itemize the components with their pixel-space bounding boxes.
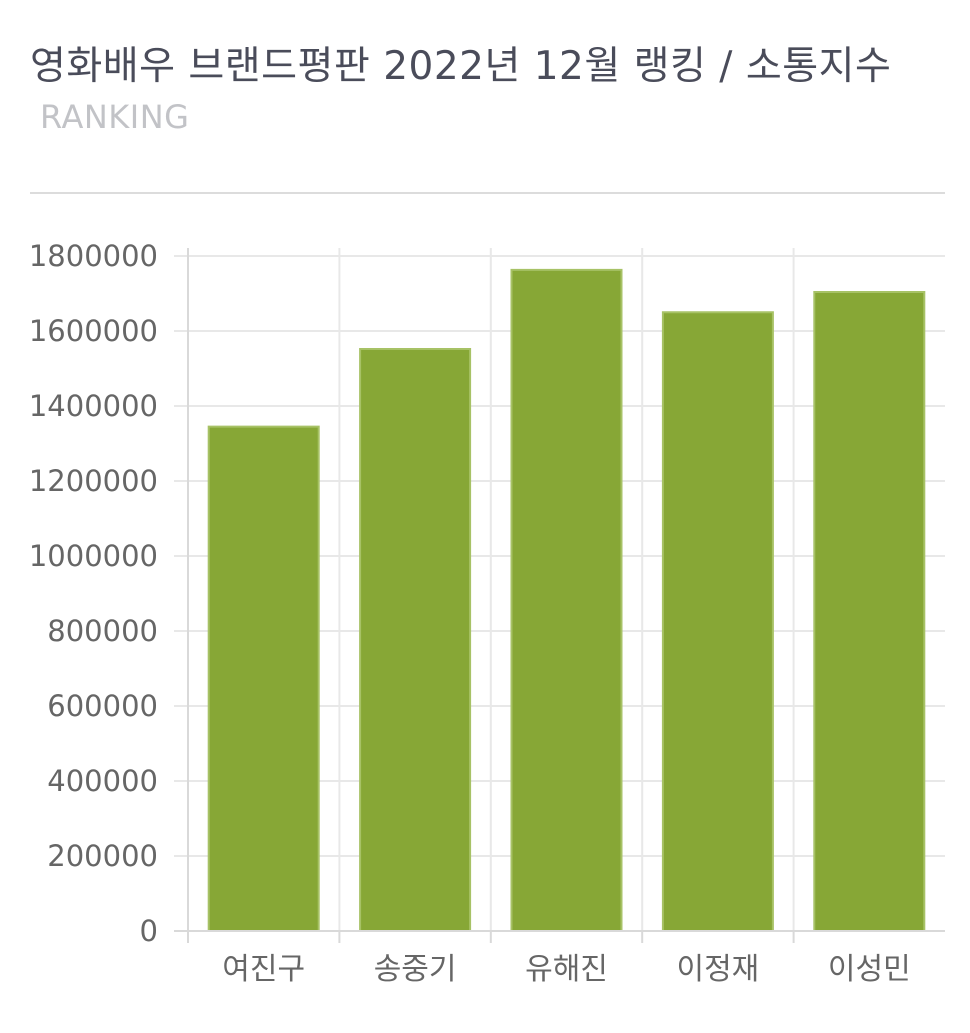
y-tick-label: 800000: [47, 614, 158, 648]
axes: [174, 248, 945, 943]
y-tick-label: 1600000: [29, 314, 158, 348]
chart-title: 영화배우 브랜드평판 2022년 12월 랭킹 / 소통지수: [30, 44, 892, 89]
x-tick-label: 유해진: [525, 952, 608, 987]
bar: [207, 425, 320, 932]
chart-header: 영화배우 브랜드평판 2022년 12월 랭킹 / 소통지수 RANKING: [30, 36, 940, 136]
y-tick-label: 0: [140, 914, 158, 948]
y-tick-label: 1800000: [29, 239, 158, 273]
y-tick-label: 1200000: [29, 464, 158, 498]
x-tick-label: 여진구: [222, 952, 305, 987]
y-tick-label: 400000: [47, 764, 158, 798]
x-tick-label: 송중기: [374, 952, 457, 987]
axis-labels: 0 200000 400000 600000 800000 1000000 1200000 1…: [29, 239, 911, 987]
y-tick-label: 1400000: [29, 389, 158, 423]
bar: [661, 311, 774, 932]
bar: [510, 268, 623, 932]
bar: [813, 291, 926, 932]
bars: [207, 268, 926, 932]
y-tick-label: 200000: [47, 839, 158, 873]
ranking-subtitle: RANKING: [40, 98, 190, 136]
header-divider: [30, 192, 945, 194]
y-tick-label: 600000: [47, 689, 158, 723]
y-tick-label: 1000000: [29, 539, 158, 573]
x-tick-label: 이성민: [828, 952, 911, 987]
x-tick-label: 이정재: [676, 952, 759, 987]
bar: [359, 348, 472, 932]
